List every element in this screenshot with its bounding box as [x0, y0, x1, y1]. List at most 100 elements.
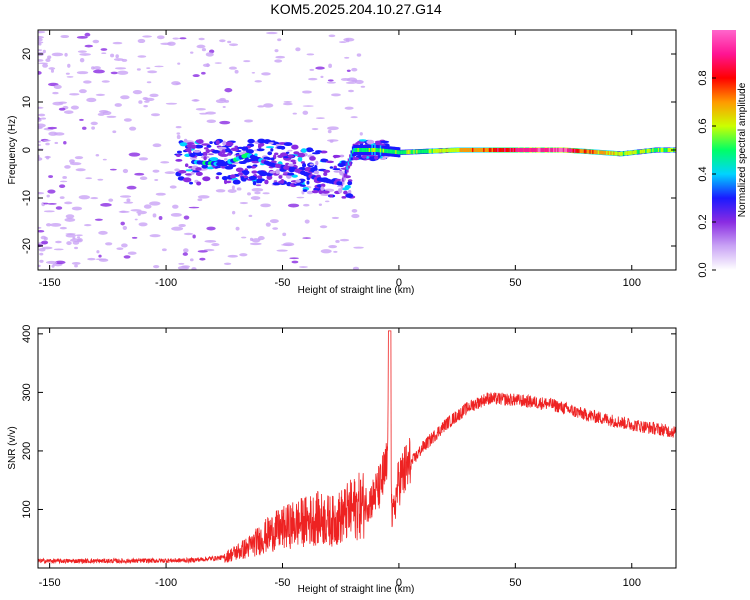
signal-blob: [310, 167, 318, 172]
x-tick-label: 0: [396, 577, 402, 589]
noise-blob: [76, 236, 81, 239]
noise-blob: [38, 106, 44, 109]
noise-blob: [50, 69, 55, 73]
noise-blob: [344, 106, 354, 110]
noise-blob: [156, 35, 165, 40]
noise-blob: [197, 250, 208, 253]
noise-blob: [328, 63, 332, 69]
signal-blob: [265, 172, 273, 177]
ridge-core: [518, 148, 521, 152]
ridge-core: [397, 150, 401, 155]
ridge-core: [351, 149, 355, 154]
ridge-core: [597, 150, 601, 155]
noise-blob: [137, 38, 146, 44]
noise-blob: [82, 126, 87, 130]
signal-blob: [267, 151, 273, 156]
signal-blob: [178, 169, 187, 174]
ridge-core: [558, 148, 562, 152]
ridge-core: [467, 148, 471, 152]
x-tick-label: -50: [275, 577, 291, 589]
noise-blob: [172, 37, 180, 40]
noise-blob: [306, 53, 315, 56]
noise-blob: [132, 90, 143, 95]
noise-blob: [178, 223, 186, 228]
ridge-core: [479, 148, 482, 152]
ridge-core: [568, 148, 571, 153]
ridge-core: [550, 148, 553, 152]
ridge-core: [659, 148, 662, 152]
noise-blob: [149, 234, 161, 238]
signal-blob: [184, 173, 193, 176]
ridge-core: [451, 148, 454, 153]
ridge-core: [660, 148, 664, 152]
signal-blob: [323, 172, 328, 176]
noise-blob: [182, 252, 188, 256]
noise-blob: [101, 52, 107, 55]
signal-blob: [190, 171, 195, 175]
noise-blob: [92, 69, 105, 74]
ridge-core: [400, 150, 404, 155]
ridge-core: [488, 148, 492, 152]
noise-blob: [123, 201, 134, 204]
noise-blob: [219, 120, 231, 125]
noise-blob: [269, 219, 279, 224]
ridge-core: [485, 148, 489, 152]
ridge-core: [462, 148, 465, 152]
noise-blob: [114, 103, 122, 107]
ridge-core: [631, 150, 634, 155]
signal-blob: [202, 176, 211, 182]
x-tick-label: 50: [509, 277, 521, 289]
noise-blob: [239, 201, 249, 205]
noise-blob: [199, 112, 209, 115]
ridge-core: [392, 149, 395, 154]
noise-blob: [351, 67, 358, 72]
noise-blob: [302, 105, 314, 107]
signal-blob: [195, 167, 202, 171]
ridge-core: [342, 177, 345, 182]
ridge-core: [578, 149, 581, 154]
noise-blob: [227, 189, 237, 194]
signal-blob: [306, 149, 315, 152]
noise-blob: [150, 113, 161, 117]
ridge-core: [374, 148, 377, 152]
noise-blob: [59, 180, 68, 183]
noise-blob: [155, 192, 166, 196]
signal-blob: [205, 148, 210, 154]
ridge-spot: [336, 181, 343, 186]
ridge-core: [601, 150, 605, 155]
signal-blob: [216, 172, 223, 176]
noise-blob: [138, 157, 149, 161]
signal-blob: [258, 178, 263, 184]
signal-blob: [274, 152, 279, 156]
noise-blob: [47, 55, 52, 60]
ridge-core: [481, 148, 485, 152]
noise-blob: [353, 246, 364, 249]
ridge-core: [356, 148, 359, 152]
signal-blob: [358, 139, 367, 142]
ridge-core: [399, 150, 402, 155]
ridge-core: [371, 148, 374, 152]
signal-blob: [209, 141, 213, 144]
ridge-core: [495, 148, 499, 152]
signal-blob: [214, 166, 222, 169]
noise-blob: [76, 71, 89, 75]
ridge-core: [567, 148, 570, 153]
noise-blob: [65, 214, 75, 219]
noise-blob: [121, 243, 128, 248]
x-tick-label: -100: [155, 277, 177, 289]
noise-blob: [43, 202, 49, 205]
noise-blob: [91, 126, 96, 130]
y-tick-label: -20: [21, 238, 33, 254]
noise-blob: [64, 165, 71, 169]
noise-blob: [48, 67, 56, 70]
ridge-core: [642, 149, 645, 154]
noise-blob: [72, 240, 80, 245]
noise-blob: [74, 246, 79, 250]
ridge-core: [413, 149, 416, 154]
noise-blob: [51, 52, 64, 57]
ridge-core: [505, 148, 508, 152]
signal-blob: [269, 171, 276, 174]
ridge-core: [483, 148, 486, 152]
noise-blob: [214, 62, 222, 64]
noise-blob: [340, 77, 351, 81]
